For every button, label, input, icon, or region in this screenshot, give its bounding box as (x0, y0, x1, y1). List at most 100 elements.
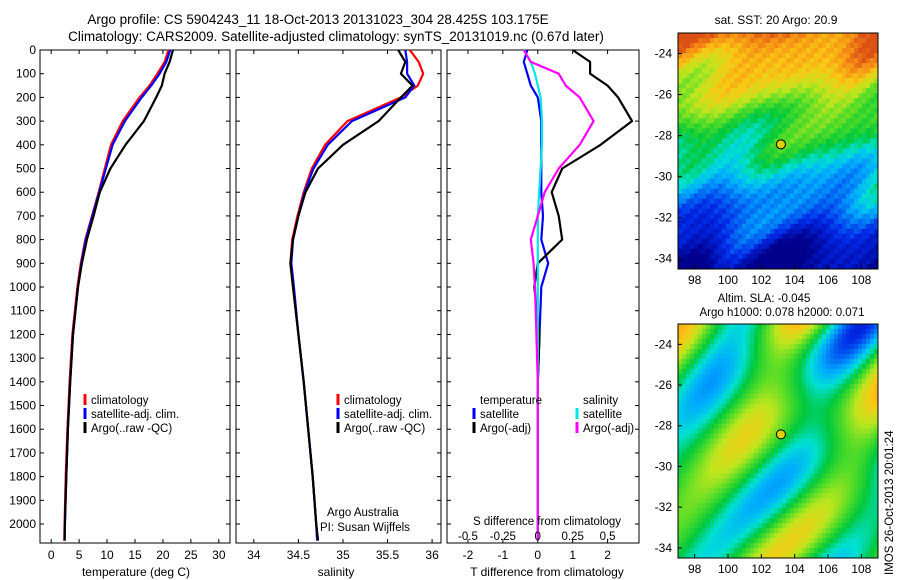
annotation-pi: PI: Susan Wijffels (320, 522, 410, 534)
map-cell (734, 533, 739, 539)
map-cell (798, 238, 803, 245)
map-cell (718, 158, 723, 164)
map-cell (758, 538, 763, 544)
map-cell (710, 348, 715, 355)
map-cell (738, 428, 743, 434)
map-cell (822, 188, 827, 195)
map-cell (782, 53, 787, 59)
map-cell (766, 63, 771, 69)
map-cell (830, 403, 835, 410)
map-cell (870, 88, 875, 94)
map-cell (814, 388, 819, 395)
map-cell (842, 328, 847, 335)
map-cell (826, 373, 831, 380)
map-cell (842, 178, 847, 185)
map-cell (846, 428, 851, 434)
map-cell (826, 518, 831, 524)
map-cell (798, 193, 803, 200)
map-cell (678, 438, 683, 444)
map-cell (710, 358, 715, 365)
map-cell (842, 493, 847, 499)
map-cell (714, 388, 719, 395)
map-cell (718, 378, 723, 385)
map-cell (806, 218, 811, 225)
map-cell (730, 243, 735, 250)
map-cell (710, 58, 715, 64)
map-cell (742, 118, 747, 124)
map-cell (706, 128, 711, 134)
map-cell (758, 438, 763, 444)
map-cell (726, 498, 731, 504)
map-cell (698, 393, 703, 400)
map-cell (730, 93, 735, 99)
map-cell (806, 203, 811, 210)
map-cell (854, 108, 859, 114)
map-cell (834, 168, 839, 174)
map-cell (866, 348, 871, 355)
map-cell (746, 63, 751, 69)
map-cell (742, 538, 747, 544)
map-cell (702, 203, 707, 210)
map-cell (838, 418, 843, 424)
map-cell (722, 143, 727, 149)
map-cell (782, 253, 787, 260)
temperature-legend: climatology satellite-adj. clim. Argo(..… (83, 394, 179, 435)
map-cell (766, 478, 771, 484)
map-cell (814, 438, 819, 444)
map-cell (786, 353, 791, 360)
map-cell (686, 73, 691, 79)
map-cell (734, 138, 739, 144)
map-cell (766, 263, 771, 270)
map-cell (730, 38, 735, 44)
map-cell (782, 468, 787, 474)
map-cell (790, 103, 795, 109)
map-cell (782, 73, 787, 79)
map-cell (794, 83, 799, 89)
map-cell (802, 413, 807, 419)
map-cell (866, 378, 871, 385)
map-cell (730, 443, 735, 449)
map-cell (806, 393, 811, 400)
map-cell (818, 453, 823, 459)
temperature-plot: 0 5 10 15 20 25 300100200300400500600700800900… (9, 43, 230, 562)
map-cell (834, 438, 839, 444)
map-cell (734, 458, 739, 464)
map-cell (750, 483, 755, 489)
map-cell (818, 213, 823, 220)
map-cell (866, 343, 871, 350)
map-cell (782, 448, 787, 454)
map-cell (694, 93, 699, 99)
map-cell (826, 38, 831, 44)
map-cell (790, 38, 795, 44)
map-cell (810, 43, 815, 49)
map-cell (790, 368, 795, 375)
map-cell (838, 433, 843, 439)
map-cell (734, 168, 739, 174)
map-cell (714, 523, 719, 529)
map-cell (726, 408, 731, 415)
map-cell (818, 173, 823, 180)
map-cell (754, 133, 759, 139)
map-cell (838, 428, 843, 434)
map-cell (810, 218, 815, 225)
map-cell (870, 483, 875, 489)
map-cell (690, 223, 695, 230)
map-cell (682, 438, 687, 444)
map-cell (790, 493, 795, 499)
map-cell (714, 178, 719, 185)
map-cell (838, 548, 843, 554)
map-cell (686, 553, 691, 559)
map-cell (738, 228, 743, 235)
map-cell (686, 38, 691, 44)
map-cell (706, 178, 711, 185)
map-cell (826, 333, 831, 340)
map-cell (806, 343, 811, 350)
map-cell (686, 523, 691, 529)
map-cell (774, 548, 779, 554)
map-cell (690, 248, 695, 255)
map-cell (686, 228, 691, 235)
map-cell (786, 543, 791, 549)
map-cell (770, 333, 775, 340)
map-cell (850, 163, 855, 169)
map-cell (826, 213, 831, 220)
